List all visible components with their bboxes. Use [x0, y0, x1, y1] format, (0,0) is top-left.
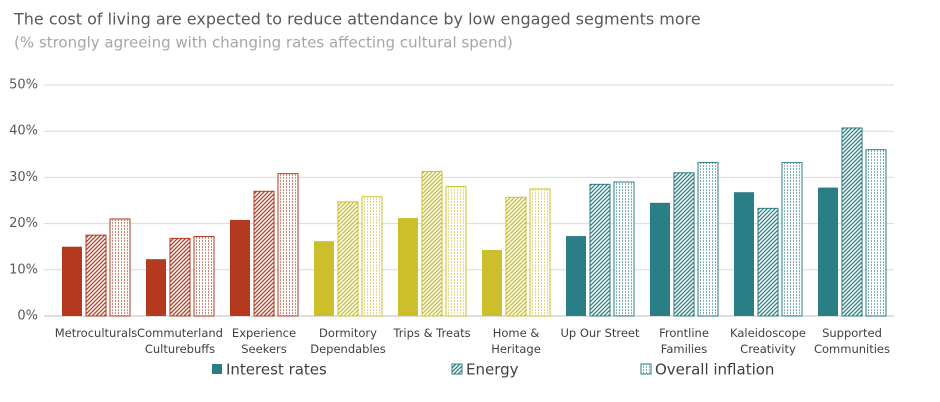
bar [589, 183, 611, 317]
bar [505, 196, 527, 317]
bar [673, 172, 695, 317]
y-tick-label: 10% [9, 262, 38, 277]
bar [193, 236, 215, 317]
y-tick-label: 50% [9, 78, 38, 93]
legend-label: Energy [466, 361, 519, 379]
bar [277, 173, 299, 317]
y-tick-label: 30% [9, 170, 38, 185]
x-tick-label: Dormitory Dependables [310, 326, 386, 356]
x-tick-label: Trips & Treats [392, 326, 470, 340]
bar [421, 170, 443, 317]
x-tick-label: Experience Seekers [232, 326, 296, 356]
x-tick-label: Commuterland Culturebuffs [137, 326, 223, 356]
bar [109, 218, 131, 317]
y-tick-label: 40% [9, 124, 38, 139]
x-tick-label: Up Our Street [560, 326, 640, 340]
legend-label: Interest rates [226, 361, 327, 379]
bar [566, 236, 586, 316]
x-tick-label: Frontline Families [659, 326, 709, 356]
y-tick-label: 20% [9, 216, 38, 231]
bar [841, 127, 863, 317]
x-tick-label: Home & Heritage [491, 326, 541, 356]
bar [781, 162, 803, 317]
bar [314, 241, 334, 316]
bar [613, 181, 635, 317]
x-tick-label: Metroculturals [55, 326, 138, 340]
bar [230, 219, 250, 316]
bar [697, 162, 719, 317]
bar [169, 237, 191, 317]
bar [734, 192, 754, 316]
bar [818, 187, 838, 316]
bar [337, 201, 359, 317]
chart-title: The cost of living are expected to reduc… [13, 10, 701, 29]
bar [865, 149, 887, 317]
chart-subtitle: (% strongly agreeing with changing rates… [14, 34, 513, 52]
legend-swatch [640, 363, 652, 375]
bar [445, 186, 467, 317]
x-tick-label: Supported Communities [814, 326, 890, 356]
bar [146, 259, 166, 316]
bar [398, 218, 418, 316]
bar [253, 190, 275, 317]
bar [650, 202, 670, 316]
bar [482, 249, 502, 316]
legend-swatch [451, 363, 463, 375]
y-tick-label: 0% [17, 309, 38, 324]
bar [529, 188, 551, 317]
legend-swatch [212, 364, 222, 374]
legend-label: Overall inflation [655, 361, 774, 379]
x-tick-label: Kaleidoscope Creativity [730, 326, 806, 356]
bar [757, 207, 779, 317]
bar [361, 196, 383, 317]
bar [62, 246, 82, 316]
bar [85, 234, 107, 317]
